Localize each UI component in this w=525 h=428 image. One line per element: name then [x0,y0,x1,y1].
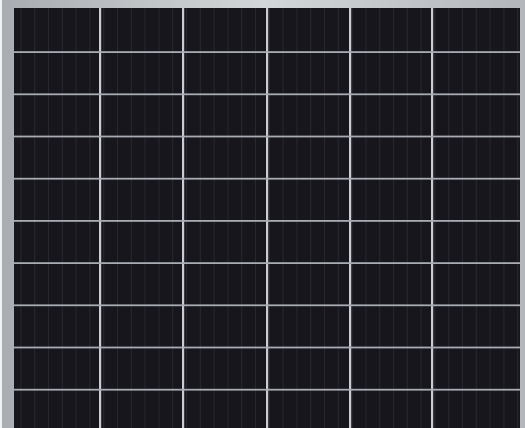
cell-gap [14,178,520,180]
cell-gap [14,389,520,391]
cell-gap [99,8,101,428]
solar-panel-photo [0,0,525,428]
cell-gap [14,262,520,264]
page: (() => { const svg = document.getElement… [0,0,525,428]
cell-gap [14,51,520,53]
cell-gap [14,93,520,95]
cell-gap [14,347,520,349]
cell-gap [14,304,520,306]
cell-gap [349,8,351,428]
cell-gap [182,8,184,428]
cell-gap [266,8,268,428]
cell-gap [14,220,520,222]
cell-gap [431,8,433,428]
cell-gap [14,136,520,138]
